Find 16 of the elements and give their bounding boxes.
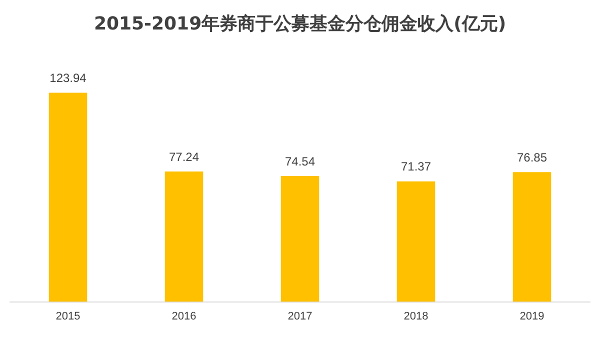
x-tick-label: 2018 xyxy=(404,310,428,322)
data-label: 77.24 xyxy=(168,150,200,164)
bar xyxy=(164,171,204,302)
chart-title: 2015-2019年券商于公募基金分仓佣金收入(亿元) xyxy=(94,13,506,34)
x-tick-label: 2017 xyxy=(288,310,312,322)
x-tick-label: 2019 xyxy=(520,310,544,322)
bar xyxy=(280,176,320,302)
bar xyxy=(48,92,88,302)
bar xyxy=(396,181,436,302)
data-label: 71.37 xyxy=(400,160,432,174)
x-tick-label: 2016 xyxy=(172,310,196,322)
data-label: 74.54 xyxy=(284,154,316,168)
bar xyxy=(512,172,552,302)
x-tick-label: 2015 xyxy=(56,310,80,322)
data-label: 76.85 xyxy=(516,150,548,164)
data-label: 123.94 xyxy=(50,71,87,86)
